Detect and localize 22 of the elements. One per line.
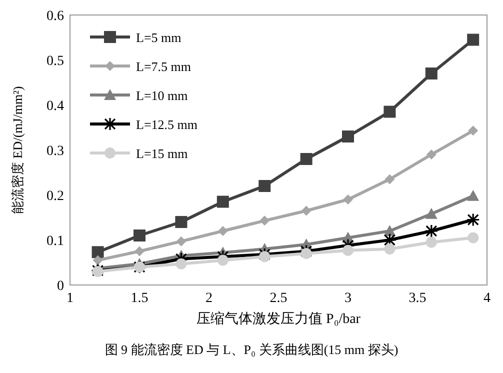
- legend-label: L=5 mm: [136, 30, 182, 45]
- y-tick-label: 0.6: [46, 9, 64, 24]
- x-tick-label: 1: [66, 291, 74, 306]
- y-tick-label: 0.2: [46, 189, 64, 204]
- caption: 图 9 能流密度 ED 与 L、P₀ 关系曲线图(15 mm 探头): [104, 342, 398, 357]
- x-tick-label: 3: [344, 291, 352, 306]
- x-tick-label: 4: [484, 291, 490, 306]
- x-tick-label: 2: [206, 291, 212, 306]
- y-tick-label: 0: [57, 279, 64, 294]
- y-tick-label: 0.1: [46, 234, 64, 249]
- legend-label: L=15 mm: [136, 146, 188, 161]
- x-tick-label: 2.5: [270, 291, 288, 306]
- x-axis-title: 压缩气体激发压力值 P₀/bar: [196, 311, 361, 327]
- y-tick-label: 0.5: [46, 54, 64, 69]
- legend-label: L=7.5 mm: [136, 59, 191, 74]
- y-tick-label: 0.3: [46, 144, 64, 159]
- legend-label: L=12.5 mm: [136, 117, 198, 132]
- y-tick-label: 0.4: [46, 99, 64, 114]
- y-axis-title: 能流密度 ED/(mJ/mm²): [10, 86, 25, 214]
- x-tick-label: 3.5: [408, 291, 426, 306]
- legend-label: L=10 mm: [136, 88, 188, 103]
- x-tick-label: 1.5: [130, 291, 148, 306]
